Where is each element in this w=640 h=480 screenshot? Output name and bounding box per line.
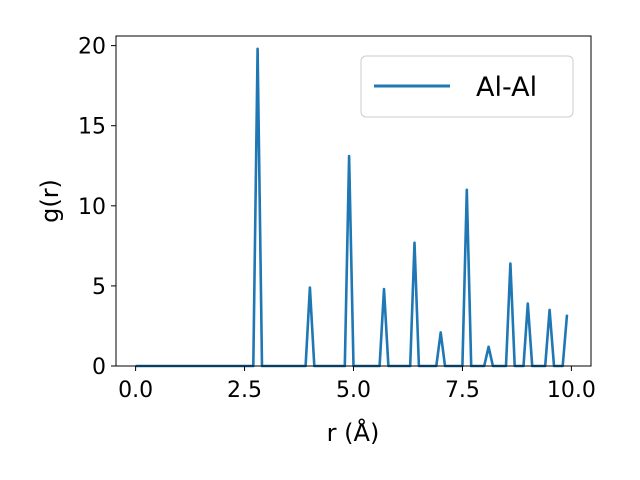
- y-tick-label: 5: [92, 275, 106, 300]
- y-tick-label: 20: [78, 35, 106, 60]
- x-tick-label: 7.5: [445, 378, 480, 403]
- y-tick-label: 10: [78, 195, 106, 220]
- y-tick-label: 0: [92, 355, 106, 380]
- x-tick-label: 5.0: [336, 378, 371, 403]
- y-axis-label: g(r): [36, 179, 64, 223]
- x-tick-label: 2.5: [227, 378, 262, 403]
- series-line-0: [135, 47, 569, 368]
- legend-box: [360, 55, 574, 118]
- x-tick-label: 10.0: [547, 378, 596, 403]
- plot-layer: [135, 47, 569, 368]
- ticks-layer: 0.0 2.5 5.0 7.5 10.0 0 5 10 15 20: [78, 35, 596, 403]
- x-tick-label: 0.0: [118, 378, 153, 403]
- x-axis-label: r (Å): [327, 418, 380, 447]
- legend: Al-Al: [360, 55, 574, 118]
- legend-label-al-al: Al-Al: [476, 72, 537, 103]
- y-tick-label: 15: [78, 115, 106, 140]
